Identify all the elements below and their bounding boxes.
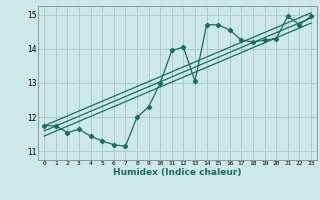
X-axis label: Humidex (Indice chaleur): Humidex (Indice chaleur) [113, 168, 242, 177]
